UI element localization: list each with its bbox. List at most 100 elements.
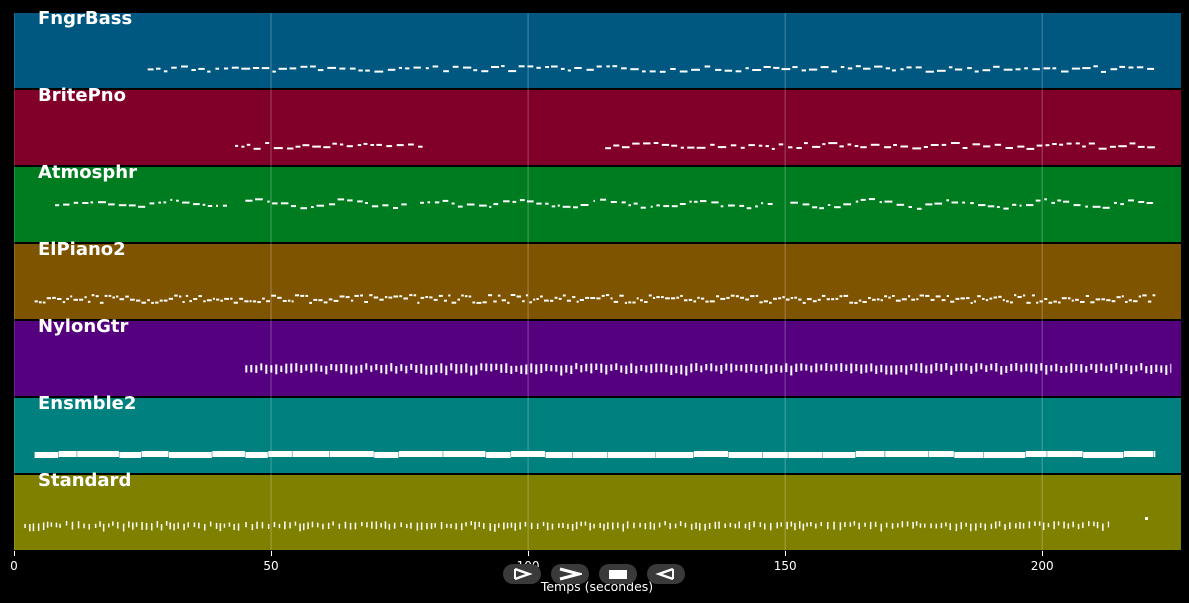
note-mark [430,365,433,375]
note-mark [860,198,866,201]
note-mark [292,451,330,457]
note-mark [755,294,759,297]
note-mark [503,200,510,203]
note-mark [345,296,350,299]
note-mark [978,204,986,207]
note-mark [941,143,947,146]
note-mark [525,294,529,297]
note-mark [141,522,143,530]
note-mark [795,363,798,372]
note-mark [181,65,188,68]
stop-button[interactable] [599,564,637,584]
note-mark [249,300,252,303]
note-mark [694,200,698,203]
note-mark [649,70,656,73]
note-mark [671,144,678,147]
note-mark [855,200,859,203]
note-mark [460,364,463,374]
note-mark [262,297,265,300]
note-mark [83,523,85,529]
note-mark [360,294,363,297]
note-mark [924,523,926,528]
note-mark [1047,523,1050,528]
note-mark [671,297,676,300]
rewind-button[interactable] [647,564,685,584]
note-mark [688,298,693,301]
note-mark [720,205,724,208]
note-mark [99,521,101,527]
note-mark [489,523,491,531]
note-mark [1085,366,1088,373]
track-elpiano2[interactable]: ElPiano2 [14,239,1181,319]
note-mark [307,522,309,530]
note-mark [207,205,213,207]
note-mark [1063,521,1065,529]
note-mark [384,296,388,299]
note-mark [916,298,919,301]
note-mark [429,296,433,299]
note-mark [335,364,338,372]
note-mark [835,363,838,371]
note-mark [849,301,854,304]
track-britepno[interactable]: BritePno [14,85,1181,165]
track-standard[interactable]: Standard [14,470,1181,550]
note-mark [1124,451,1154,457]
note-mark [655,363,658,373]
note-mark [960,522,962,530]
note-mark [379,298,384,301]
note-mark [145,522,148,530]
note-mark [398,451,443,457]
note-mark [1150,365,1153,374]
fast-forward-button[interactable] [551,564,589,584]
track-nylongtr[interactable]: NylonGtr [14,316,1181,396]
note-mark [589,522,591,531]
track-fngrbass[interactable]: FngrBass [14,8,1181,88]
note-mark [700,297,705,300]
track-atmosphr[interactable]: Atmosphr [14,162,1181,242]
note-mark [193,203,200,206]
note-mark [1025,451,1047,457]
note-mark [132,522,134,530]
note-mark [393,522,396,529]
note-mark [610,364,613,371]
note-mark [445,365,448,376]
note-mark [649,521,652,530]
note-mark [740,364,743,372]
track-ensmble2[interactable]: Ensmble2 [14,393,1181,473]
note-mark [615,363,618,370]
note-mark [46,297,51,300]
note-mark [34,300,38,303]
play-step-button[interactable] [503,564,541,584]
note-mark [280,365,283,372]
note-mark [147,68,154,71]
note-mark [734,523,737,529]
note-mark [141,301,146,304]
note-mark [536,66,541,69]
note-mark [224,67,229,70]
track-label: FngrBass [38,8,133,29]
note-mark [1105,365,1108,372]
x-tick-label: 0 [10,559,18,573]
note-mark [593,199,595,202]
note-mark [1083,452,1124,458]
note-mark [512,200,517,203]
note-mark [558,523,560,528]
note-mark [799,521,801,529]
note-mark [993,296,997,299]
note-mark [95,295,99,298]
note-mark [366,522,368,528]
note-mark [1005,365,1008,373]
note-mark [1093,65,1098,68]
note-mark [478,521,480,528]
note-mark [275,364,278,375]
note-mark [147,299,150,302]
note-mark [855,451,885,457]
note-mark [600,363,603,373]
note-mark [656,204,660,207]
note-mark [122,523,125,532]
note-mark [739,204,745,207]
note-mark [1050,365,1053,372]
note-mark [1140,363,1143,371]
note-mark [970,365,973,374]
note-mark [820,66,829,69]
